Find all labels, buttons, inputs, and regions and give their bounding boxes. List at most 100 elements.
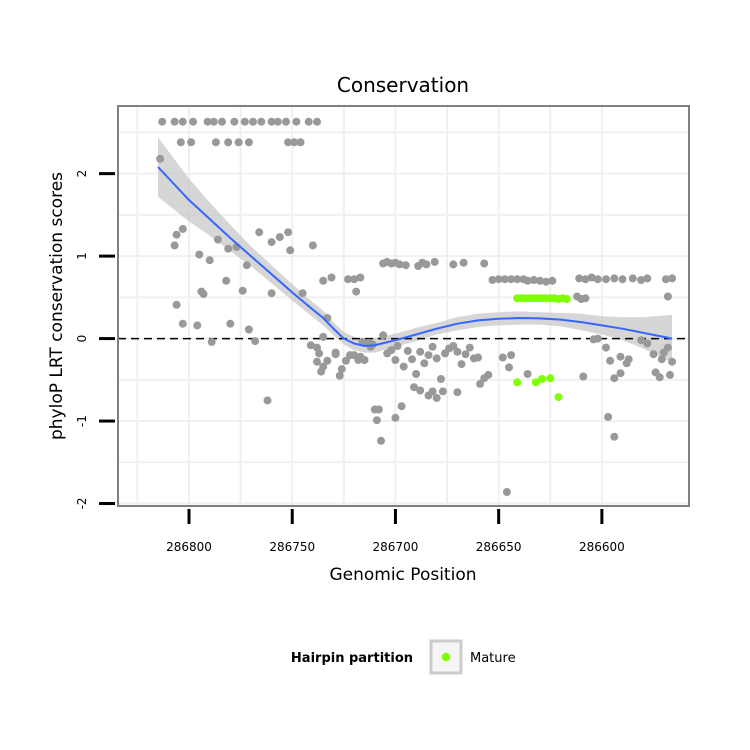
other-point bbox=[480, 259, 489, 268]
other-point bbox=[536, 276, 544, 285]
other-point bbox=[604, 412, 613, 421]
other-point bbox=[234, 138, 243, 147]
other-point bbox=[494, 275, 503, 284]
other-point bbox=[663, 343, 672, 352]
other-point bbox=[436, 375, 445, 383]
other-point bbox=[372, 416, 381, 425]
other-point bbox=[158, 117, 167, 126]
other-point bbox=[387, 346, 396, 355]
other-point bbox=[542, 277, 551, 286]
other-point bbox=[393, 342, 402, 350]
other-point bbox=[244, 138, 253, 147]
other-point bbox=[251, 337, 260, 346]
other-point bbox=[207, 337, 216, 346]
other-point bbox=[643, 339, 652, 348]
other-point bbox=[224, 138, 233, 147]
other-point bbox=[461, 350, 470, 359]
other-point bbox=[284, 228, 293, 237]
other-point bbox=[187, 138, 196, 147]
other-point bbox=[465, 343, 474, 352]
mature-point bbox=[531, 378, 540, 387]
other-point bbox=[317, 367, 326, 376]
other-point bbox=[430, 257, 439, 266]
other-point bbox=[476, 379, 485, 388]
other-point bbox=[218, 117, 226, 126]
other-point bbox=[655, 373, 664, 382]
other-point bbox=[523, 276, 532, 285]
other-point bbox=[657, 355, 666, 364]
data-points bbox=[156, 117, 677, 496]
other-point bbox=[498, 353, 507, 362]
other-point bbox=[189, 117, 198, 126]
other-point bbox=[176, 138, 185, 147]
other-point bbox=[666, 370, 674, 379]
other-point bbox=[255, 228, 264, 237]
other-point bbox=[579, 372, 588, 381]
other-point bbox=[432, 394, 441, 402]
other-point bbox=[513, 275, 522, 284]
other-point bbox=[282, 117, 290, 126]
other-point bbox=[286, 246, 295, 255]
other-point bbox=[484, 370, 493, 379]
other-point bbox=[267, 289, 276, 298]
mature-point bbox=[538, 375, 546, 383]
other-point bbox=[211, 138, 220, 147]
other-point bbox=[178, 319, 187, 328]
other-point bbox=[663, 292, 672, 301]
other-point bbox=[313, 117, 321, 126]
other-point bbox=[304, 117, 313, 126]
other-point bbox=[313, 357, 321, 366]
other-point bbox=[323, 356, 332, 365]
other-point bbox=[523, 370, 532, 378]
other-point bbox=[453, 388, 462, 397]
other-point bbox=[341, 356, 350, 365]
grid-lines bbox=[118, 106, 689, 506]
other-point bbox=[457, 360, 466, 369]
other-point bbox=[500, 275, 509, 284]
other-point bbox=[397, 402, 406, 411]
other-point bbox=[358, 337, 367, 346]
other-point bbox=[606, 356, 615, 365]
other-point bbox=[548, 276, 557, 285]
other-point bbox=[410, 383, 418, 392]
other-point bbox=[637, 336, 646, 345]
other-point bbox=[422, 260, 431, 269]
other-point bbox=[602, 275, 610, 284]
other-point bbox=[315, 349, 324, 358]
other-point bbox=[298, 289, 307, 298]
other-point bbox=[610, 432, 619, 441]
other-point bbox=[408, 355, 416, 364]
x-tick-label: 286800 bbox=[166, 540, 212, 554]
other-point bbox=[352, 287, 361, 296]
x-axis-title: Genomic Position bbox=[329, 565, 476, 585]
other-point bbox=[292, 117, 301, 126]
other-point bbox=[649, 350, 658, 359]
other-point bbox=[197, 287, 206, 296]
other-point bbox=[238, 286, 247, 295]
y-tick-label: -1 bbox=[75, 415, 89, 427]
other-point bbox=[637, 276, 646, 284]
x-tick-label: 286700 bbox=[373, 540, 419, 554]
other-point bbox=[575, 274, 584, 283]
other-point bbox=[242, 261, 251, 270]
other-point bbox=[240, 117, 249, 126]
mature-point bbox=[562, 295, 571, 303]
other-point bbox=[172, 230, 181, 239]
other-point bbox=[172, 300, 181, 309]
other-point bbox=[306, 341, 315, 350]
other-point bbox=[403, 346, 412, 355]
x-tick-label: 286600 bbox=[579, 540, 625, 554]
mature-point bbox=[546, 374, 555, 383]
legend: Hairpin partition Mature bbox=[291, 639, 516, 675]
other-point bbox=[507, 275, 516, 284]
y-tick-label: 2 bbox=[75, 170, 89, 178]
legend-title: Hairpin partition bbox=[291, 651, 413, 666]
other-point bbox=[420, 359, 429, 368]
other-point bbox=[308, 241, 317, 250]
other-point bbox=[661, 275, 670, 284]
other-point bbox=[257, 117, 266, 126]
other-point bbox=[424, 351, 433, 360]
other-point bbox=[273, 117, 282, 126]
other-point bbox=[170, 241, 179, 250]
other-point bbox=[391, 356, 400, 364]
